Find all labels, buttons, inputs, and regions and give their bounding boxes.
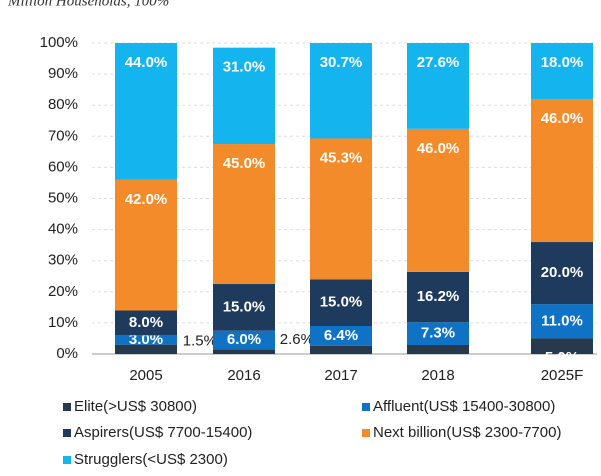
chart-subtitle: Million Households, 100% [7,0,169,9]
y-tick-label: 10% [48,314,78,331]
bar-segment [213,330,275,350]
bar-segment [310,345,372,354]
y-tick-label: 50% [48,189,78,206]
bar-segment [531,304,593,339]
value-label: 7.3% [421,325,455,342]
bar-segment [310,279,372,327]
legend-label: Elite(>US$ 30800) [74,398,197,415]
bar-segment [407,43,469,129]
bar-segment [213,284,275,331]
value-label: 42.0% [125,191,168,208]
bar-segment [213,47,275,145]
bar-segment [213,144,275,285]
value-label: 6.0% [227,331,261,348]
bar-segment [213,349,275,354]
bar-segment [531,242,593,305]
y-tick-label: 0% [56,345,78,362]
bar-segment [531,98,593,243]
bar-segment [115,335,177,345]
value-label: 46.0% [417,140,460,157]
bar-segment [115,179,177,311]
bar-segment [407,128,469,272]
value-label: 30.7% [320,54,363,71]
value-label: 45.3% [320,149,363,166]
bar-segment [115,310,177,336]
legend-swatch [63,403,71,411]
value-label: 16.2% [417,288,460,305]
bar-segment [310,326,372,346]
value-label: 45.0% [223,155,266,172]
bar-segment [310,138,372,280]
y-tick-label: 80% [48,96,78,113]
y-tick-label: 20% [48,283,78,300]
value-label: 5.0% [545,349,579,366]
value-label: 46.0% [541,110,584,127]
value-label: 27.6% [417,54,460,71]
y-tick-label: 70% [48,127,78,144]
x-tick-label: 2025F [541,367,584,384]
legend-label: Next billion(US$ 2300-7700) [373,424,561,441]
value-label: 11.0% [541,312,583,329]
value-label: 18.0% [541,54,584,71]
legend-swatch [362,403,370,411]
y-tick-label: 100% [40,34,78,51]
legend-label: Strugglers(<US$ 2300) [74,451,228,468]
y-tick-label: 30% [48,252,78,269]
value-label: 2.6% [280,331,314,348]
bar-segment [531,338,593,354]
value-label: 8.0% [129,314,163,331]
bar-segment [407,344,469,354]
legend-label: Affluent(US$ 15400-30800) [373,398,555,415]
y-tick-label: 40% [48,221,78,238]
legend-swatch [63,429,71,437]
legend-label: Aspirers(US$ 7700-15400) [74,424,252,441]
value-label: 20.0% [541,264,584,281]
x-tick-label: 2017 [324,367,357,384]
value-label: 1.5% [183,333,217,350]
x-tick-label: 2018 [421,367,454,384]
bar-segment [115,43,177,180]
bar-segment [531,43,593,99]
legend-swatch [63,456,71,464]
x-tick-label: 2005 [129,367,162,384]
value-label: 15.0% [223,298,266,315]
legend-swatch [362,429,370,437]
x-tick-label: 2016 [227,367,260,384]
value-label: 44.0% [125,54,168,71]
bar-segment [310,43,372,139]
y-tick-label: 90% [48,65,78,82]
value-label: 31.0% [223,59,266,76]
y-tick-label: 60% [48,158,78,175]
bar-segment [407,271,469,323]
bar-segment [115,344,177,354]
value-label: 6.4% [324,327,358,344]
value-label: 15.0% [320,294,363,311]
bar-segment [407,322,469,345]
